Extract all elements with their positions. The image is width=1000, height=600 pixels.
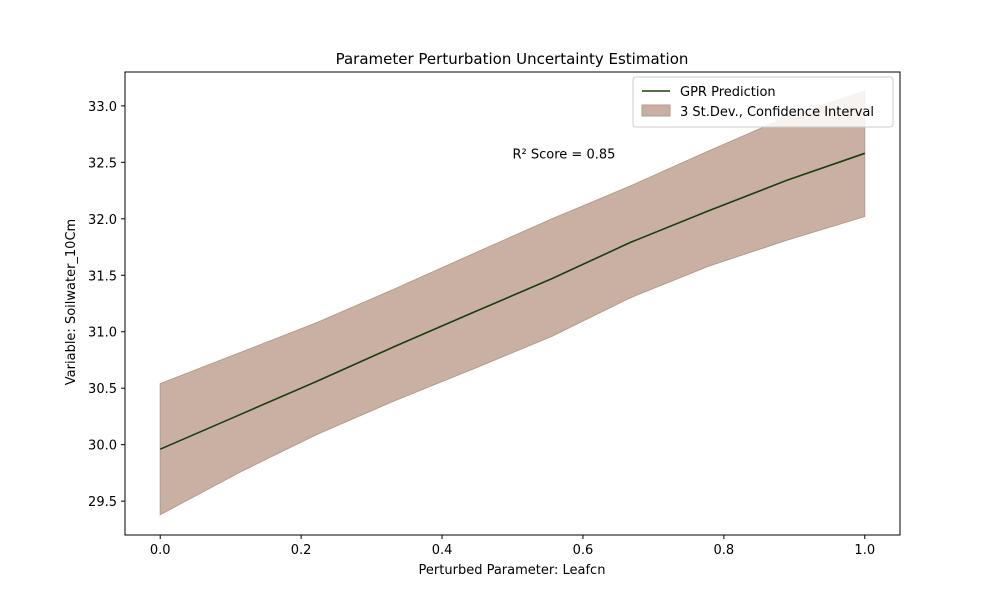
- x-tick-label: 0.8: [714, 543, 735, 558]
- y-tick-label: 29.5: [88, 495, 117, 510]
- x-tick-label: 0.2: [291, 543, 312, 558]
- y-tick-label: 32.5: [88, 156, 117, 171]
- y-axis-label: Variable: Soilwater_10Cm: [64, 219, 79, 385]
- y-tick-label: 31.0: [88, 326, 117, 341]
- x-axis-label: Perturbed Parameter: Leafcn: [419, 563, 606, 578]
- x-axis-ticks: 0.0 0.2 0.4 0.6 0.8 1.0: [150, 535, 875, 558]
- x-tick-label: 0.0: [150, 543, 171, 558]
- x-tick-label: 0.6: [573, 543, 594, 558]
- legend-swatch-confidence-interval: [641, 104, 671, 117]
- x-tick-label: 0.4: [432, 543, 453, 558]
- y-tick-label: 31.5: [88, 269, 117, 284]
- x-tick-label: 1.0: [854, 543, 875, 558]
- legend-label-confidence-interval: 3 St.Dev., Confidence Interval: [680, 105, 874, 120]
- y-axis-ticks: 29.5 30.0 30.5 31.0 31.5 32.0 32.5 33.0: [88, 100, 125, 510]
- y-tick-label: 33.0: [88, 100, 117, 115]
- y-tick-label: 32.0: [88, 213, 117, 228]
- legend: GPR Prediction 3 St.Dev., Confidence Int…: [632, 76, 894, 128]
- y-tick-label: 30.5: [88, 382, 117, 397]
- chart-title: Parameter Perturbation Uncertainty Estim…: [336, 50, 689, 68]
- plot-area: [159, 90, 866, 516]
- confidence-interval-band: [159, 90, 866, 516]
- gpr-prediction-line: [159, 152, 866, 450]
- y-tick-label: 30.0: [88, 439, 117, 454]
- legend-label-gpr-prediction: GPR Prediction: [680, 85, 776, 100]
- legend-box: [632, 76, 894, 128]
- axes-frame: [124, 71, 901, 536]
- r2-score-annotation: R² Score = 0.85: [513, 147, 616, 162]
